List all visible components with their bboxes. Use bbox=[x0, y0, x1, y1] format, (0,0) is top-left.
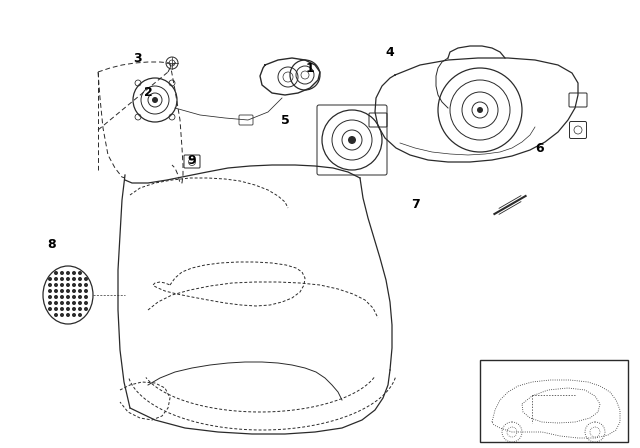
Circle shape bbox=[84, 301, 88, 305]
Circle shape bbox=[78, 295, 82, 299]
Circle shape bbox=[72, 277, 76, 281]
Text: 4: 4 bbox=[386, 46, 394, 59]
Circle shape bbox=[72, 313, 76, 317]
Circle shape bbox=[78, 271, 82, 275]
Circle shape bbox=[60, 289, 64, 293]
Circle shape bbox=[60, 307, 64, 311]
Circle shape bbox=[66, 271, 70, 275]
Circle shape bbox=[84, 277, 88, 281]
Circle shape bbox=[78, 301, 82, 305]
Circle shape bbox=[477, 107, 483, 113]
Circle shape bbox=[152, 97, 158, 103]
Circle shape bbox=[66, 313, 70, 317]
Circle shape bbox=[78, 289, 82, 293]
Circle shape bbox=[84, 307, 88, 311]
Circle shape bbox=[78, 283, 82, 287]
Text: 2: 2 bbox=[143, 86, 152, 99]
Circle shape bbox=[84, 295, 88, 299]
Circle shape bbox=[60, 301, 64, 305]
Circle shape bbox=[72, 283, 76, 287]
Circle shape bbox=[60, 271, 64, 275]
Text: 3: 3 bbox=[134, 52, 142, 65]
Text: 6: 6 bbox=[536, 142, 544, 155]
Circle shape bbox=[348, 136, 356, 144]
Text: 1: 1 bbox=[306, 61, 314, 74]
Circle shape bbox=[72, 295, 76, 299]
Circle shape bbox=[60, 277, 64, 281]
Circle shape bbox=[54, 301, 58, 305]
Circle shape bbox=[54, 313, 58, 317]
Circle shape bbox=[84, 289, 88, 293]
Circle shape bbox=[66, 307, 70, 311]
Circle shape bbox=[78, 313, 82, 317]
Circle shape bbox=[48, 289, 52, 293]
Circle shape bbox=[72, 301, 76, 305]
Circle shape bbox=[72, 271, 76, 275]
Text: 8: 8 bbox=[48, 238, 56, 251]
Circle shape bbox=[54, 307, 58, 311]
Circle shape bbox=[72, 289, 76, 293]
Circle shape bbox=[78, 277, 82, 281]
Bar bbox=[480, 360, 628, 442]
Circle shape bbox=[66, 295, 70, 299]
Circle shape bbox=[48, 301, 52, 305]
Circle shape bbox=[48, 277, 52, 281]
Text: 9: 9 bbox=[188, 154, 196, 167]
Circle shape bbox=[78, 307, 82, 311]
Circle shape bbox=[60, 295, 64, 299]
Circle shape bbox=[66, 283, 70, 287]
Circle shape bbox=[54, 271, 58, 275]
Circle shape bbox=[66, 301, 70, 305]
Circle shape bbox=[60, 313, 64, 317]
Circle shape bbox=[72, 307, 76, 311]
Circle shape bbox=[48, 283, 52, 287]
Circle shape bbox=[54, 289, 58, 293]
Circle shape bbox=[66, 289, 70, 293]
Circle shape bbox=[48, 295, 52, 299]
Circle shape bbox=[54, 283, 58, 287]
Circle shape bbox=[48, 307, 52, 311]
Circle shape bbox=[66, 277, 70, 281]
Circle shape bbox=[54, 277, 58, 281]
Circle shape bbox=[84, 283, 88, 287]
Circle shape bbox=[54, 295, 58, 299]
Text: 5: 5 bbox=[280, 113, 289, 126]
Circle shape bbox=[60, 283, 64, 287]
Text: 7: 7 bbox=[411, 198, 419, 211]
